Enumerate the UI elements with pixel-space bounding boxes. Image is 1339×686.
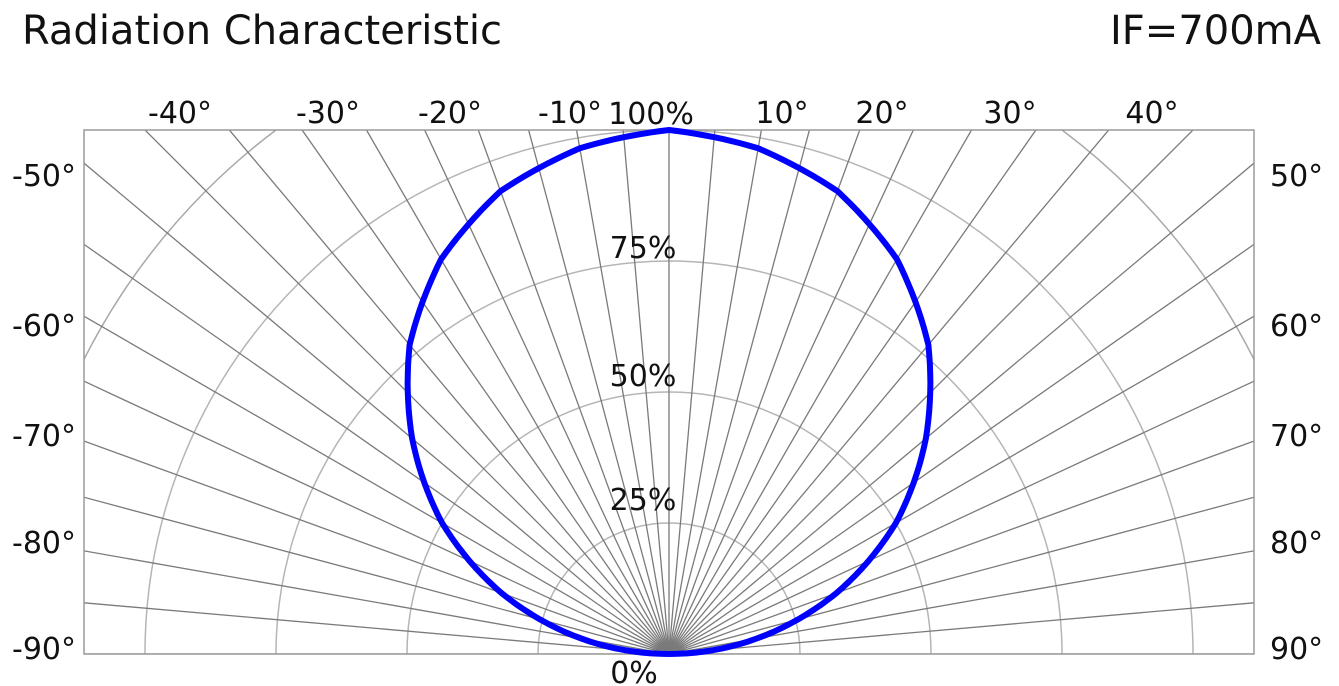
grid-spoke xyxy=(144,130,670,654)
grid-spoke xyxy=(84,496,670,654)
grid-spoke xyxy=(84,243,670,654)
grid-spoke xyxy=(668,130,1037,654)
grid-spoke xyxy=(477,130,670,654)
grid-spoke xyxy=(668,550,1254,654)
angle-label-70: 70° xyxy=(1270,419,1323,454)
grid-spoke xyxy=(668,440,1254,654)
grid-spoke xyxy=(365,130,670,654)
chart-condition: IF=700mA xyxy=(1110,8,1321,54)
grid-ring xyxy=(84,130,1254,362)
grid-spoke xyxy=(668,130,763,654)
grid-spoke xyxy=(668,130,716,654)
grid-spoke xyxy=(84,550,670,654)
grid-spoke xyxy=(84,602,670,654)
grid-spoke xyxy=(301,130,670,654)
grid-spoke xyxy=(622,130,670,654)
grid-spoke xyxy=(668,130,915,654)
angle-label-10: 10° xyxy=(755,96,808,131)
angle-label-neg70: -70° xyxy=(12,419,76,454)
grid-spoke xyxy=(423,130,670,654)
angle-label-neg50: -50° xyxy=(12,159,76,194)
radiation-curve xyxy=(404,127,934,657)
angle-label-neg10: -10° xyxy=(538,96,602,131)
radial-label-0: 0% xyxy=(610,656,658,686)
grid-spoke xyxy=(668,130,811,654)
grid-spoke xyxy=(84,440,670,654)
grid-spoke xyxy=(527,130,670,654)
grid-spoke xyxy=(668,130,861,654)
angle-label-60: 60° xyxy=(1270,309,1323,344)
grid-spoke xyxy=(668,602,1254,654)
radial-label-50: 50% xyxy=(610,359,677,394)
grid-spoke xyxy=(575,130,670,654)
grid-spoke xyxy=(228,130,670,654)
grid-spoke xyxy=(668,243,1254,654)
radial-label-25: 25% xyxy=(610,483,677,518)
grid-spoke xyxy=(668,130,1110,654)
angle-label-neg60: -60° xyxy=(12,309,76,344)
angle-label-20: 20° xyxy=(855,96,908,131)
angle-label-neg90: -90° xyxy=(12,632,76,667)
angle-label-50: 50° xyxy=(1270,159,1323,194)
grid-spoke xyxy=(668,496,1254,654)
grid-spoke xyxy=(84,315,670,654)
angle-label-neg30: -30° xyxy=(296,96,360,131)
grid-spoke xyxy=(668,130,1194,654)
angle-label-40: 40° xyxy=(1125,96,1178,131)
chart-title: Radiation Characteristic xyxy=(22,8,502,54)
angle-label-90: 90° xyxy=(1270,632,1323,667)
angle-label-neg80: -80° xyxy=(12,526,76,561)
angle-label-80: 80° xyxy=(1270,526,1323,561)
angle-label-neg40: -40° xyxy=(148,96,212,131)
angle-label-neg20: -20° xyxy=(418,96,482,131)
radial-label-75: 75% xyxy=(610,231,677,266)
angle-label-30: 30° xyxy=(983,96,1036,131)
grid-spoke xyxy=(668,130,973,654)
grid-spoke xyxy=(668,315,1254,654)
radial-label-100: 100% xyxy=(608,97,694,132)
grid-spoke xyxy=(84,380,670,654)
grid-spoke xyxy=(668,380,1254,654)
